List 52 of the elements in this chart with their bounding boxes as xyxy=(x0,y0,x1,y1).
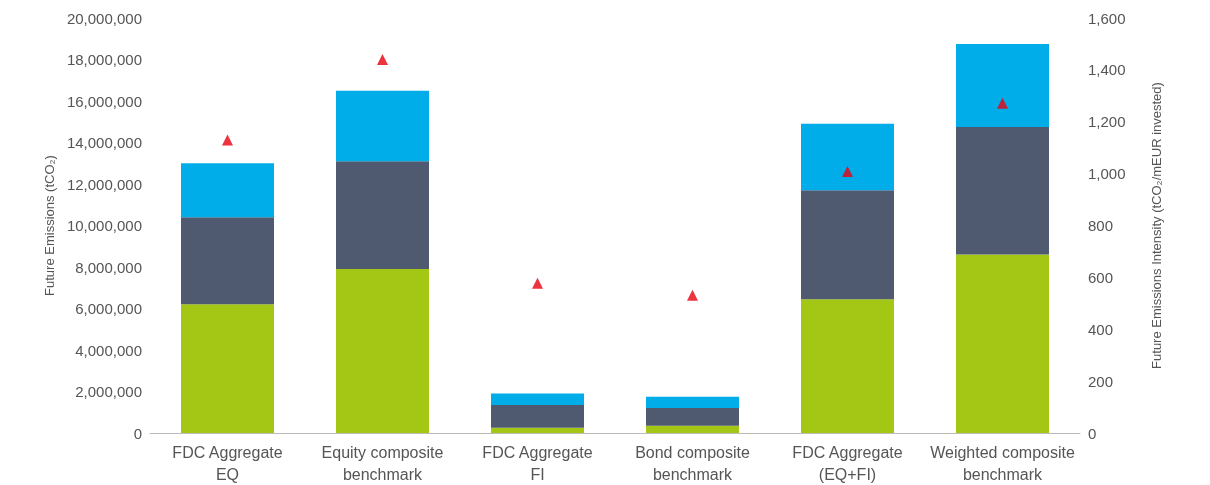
point xyxy=(377,54,388,65)
bar xyxy=(181,163,274,218)
y-tick-label: 18,000,000 xyxy=(66,51,142,68)
bar xyxy=(956,126,1049,255)
y2-tick-label: 1,400 xyxy=(1088,61,1126,79)
bar xyxy=(181,217,274,305)
x-tick-label: Bond composite benchmark xyxy=(635,443,750,483)
bar xyxy=(801,123,894,191)
y2-tick-label: 1,000 xyxy=(1088,165,1126,183)
x-tick-label: FDC Aggregate FI xyxy=(482,443,593,483)
bar xyxy=(491,393,584,405)
point xyxy=(842,166,853,178)
x-tick-label: FDC Aggregate EQ xyxy=(172,443,283,483)
bar xyxy=(336,161,429,270)
bar xyxy=(181,304,274,433)
y-tick-label: 12,000,000 xyxy=(66,175,142,193)
point xyxy=(687,289,698,301)
y-tick-label: 20,000,000 xyxy=(66,9,142,27)
y-tick-label: 10,000,000 xyxy=(66,217,142,234)
y-tick-label: 4,000,000 xyxy=(75,341,142,359)
y2-tick-label: 1,600 xyxy=(1088,9,1126,27)
y-tick-label: 16,000,000 xyxy=(66,92,142,110)
point xyxy=(222,134,233,146)
y-tick-label: 0 xyxy=(133,424,142,442)
bar xyxy=(801,190,894,300)
y2-tick-label: 200 xyxy=(1088,372,1114,390)
bar xyxy=(491,427,584,433)
y-tick-label: 14,000,000 xyxy=(66,134,142,151)
point xyxy=(997,97,1008,109)
y-axis-title: Future Emissions (tCO₂) xyxy=(42,155,58,296)
bar xyxy=(646,408,739,426)
bar xyxy=(956,254,1049,433)
x-tick-label: FDC Aggregate (EQ+FI) xyxy=(792,443,903,483)
y2-tick-label: 800 xyxy=(1088,217,1114,234)
y2-tick-label: 600 xyxy=(1088,268,1114,286)
y-tick-label: 2,000,000 xyxy=(75,383,142,400)
bar xyxy=(336,269,429,433)
x-tick-label: Weighted composite benchmark xyxy=(930,443,1075,483)
y2-axis-title: Future Emissions Intensity (tCO₂/mEUR invested) xyxy=(1149,82,1164,369)
y2-tick-label: 0 xyxy=(1088,424,1097,442)
y2-tick-label: 400 xyxy=(1088,320,1114,338)
bar xyxy=(646,425,739,433)
bar xyxy=(336,90,429,162)
point xyxy=(532,277,543,289)
bar xyxy=(956,43,1049,127)
bar xyxy=(801,299,894,433)
y2-tick-label: 1,200 xyxy=(1088,113,1126,131)
y-tick-label: 8,000,000 xyxy=(75,258,142,276)
bar xyxy=(646,396,739,409)
x-tick-label: Equity composite benchmark xyxy=(321,443,444,483)
y-tick-label: 6,000,000 xyxy=(75,300,142,317)
bar xyxy=(491,404,584,428)
